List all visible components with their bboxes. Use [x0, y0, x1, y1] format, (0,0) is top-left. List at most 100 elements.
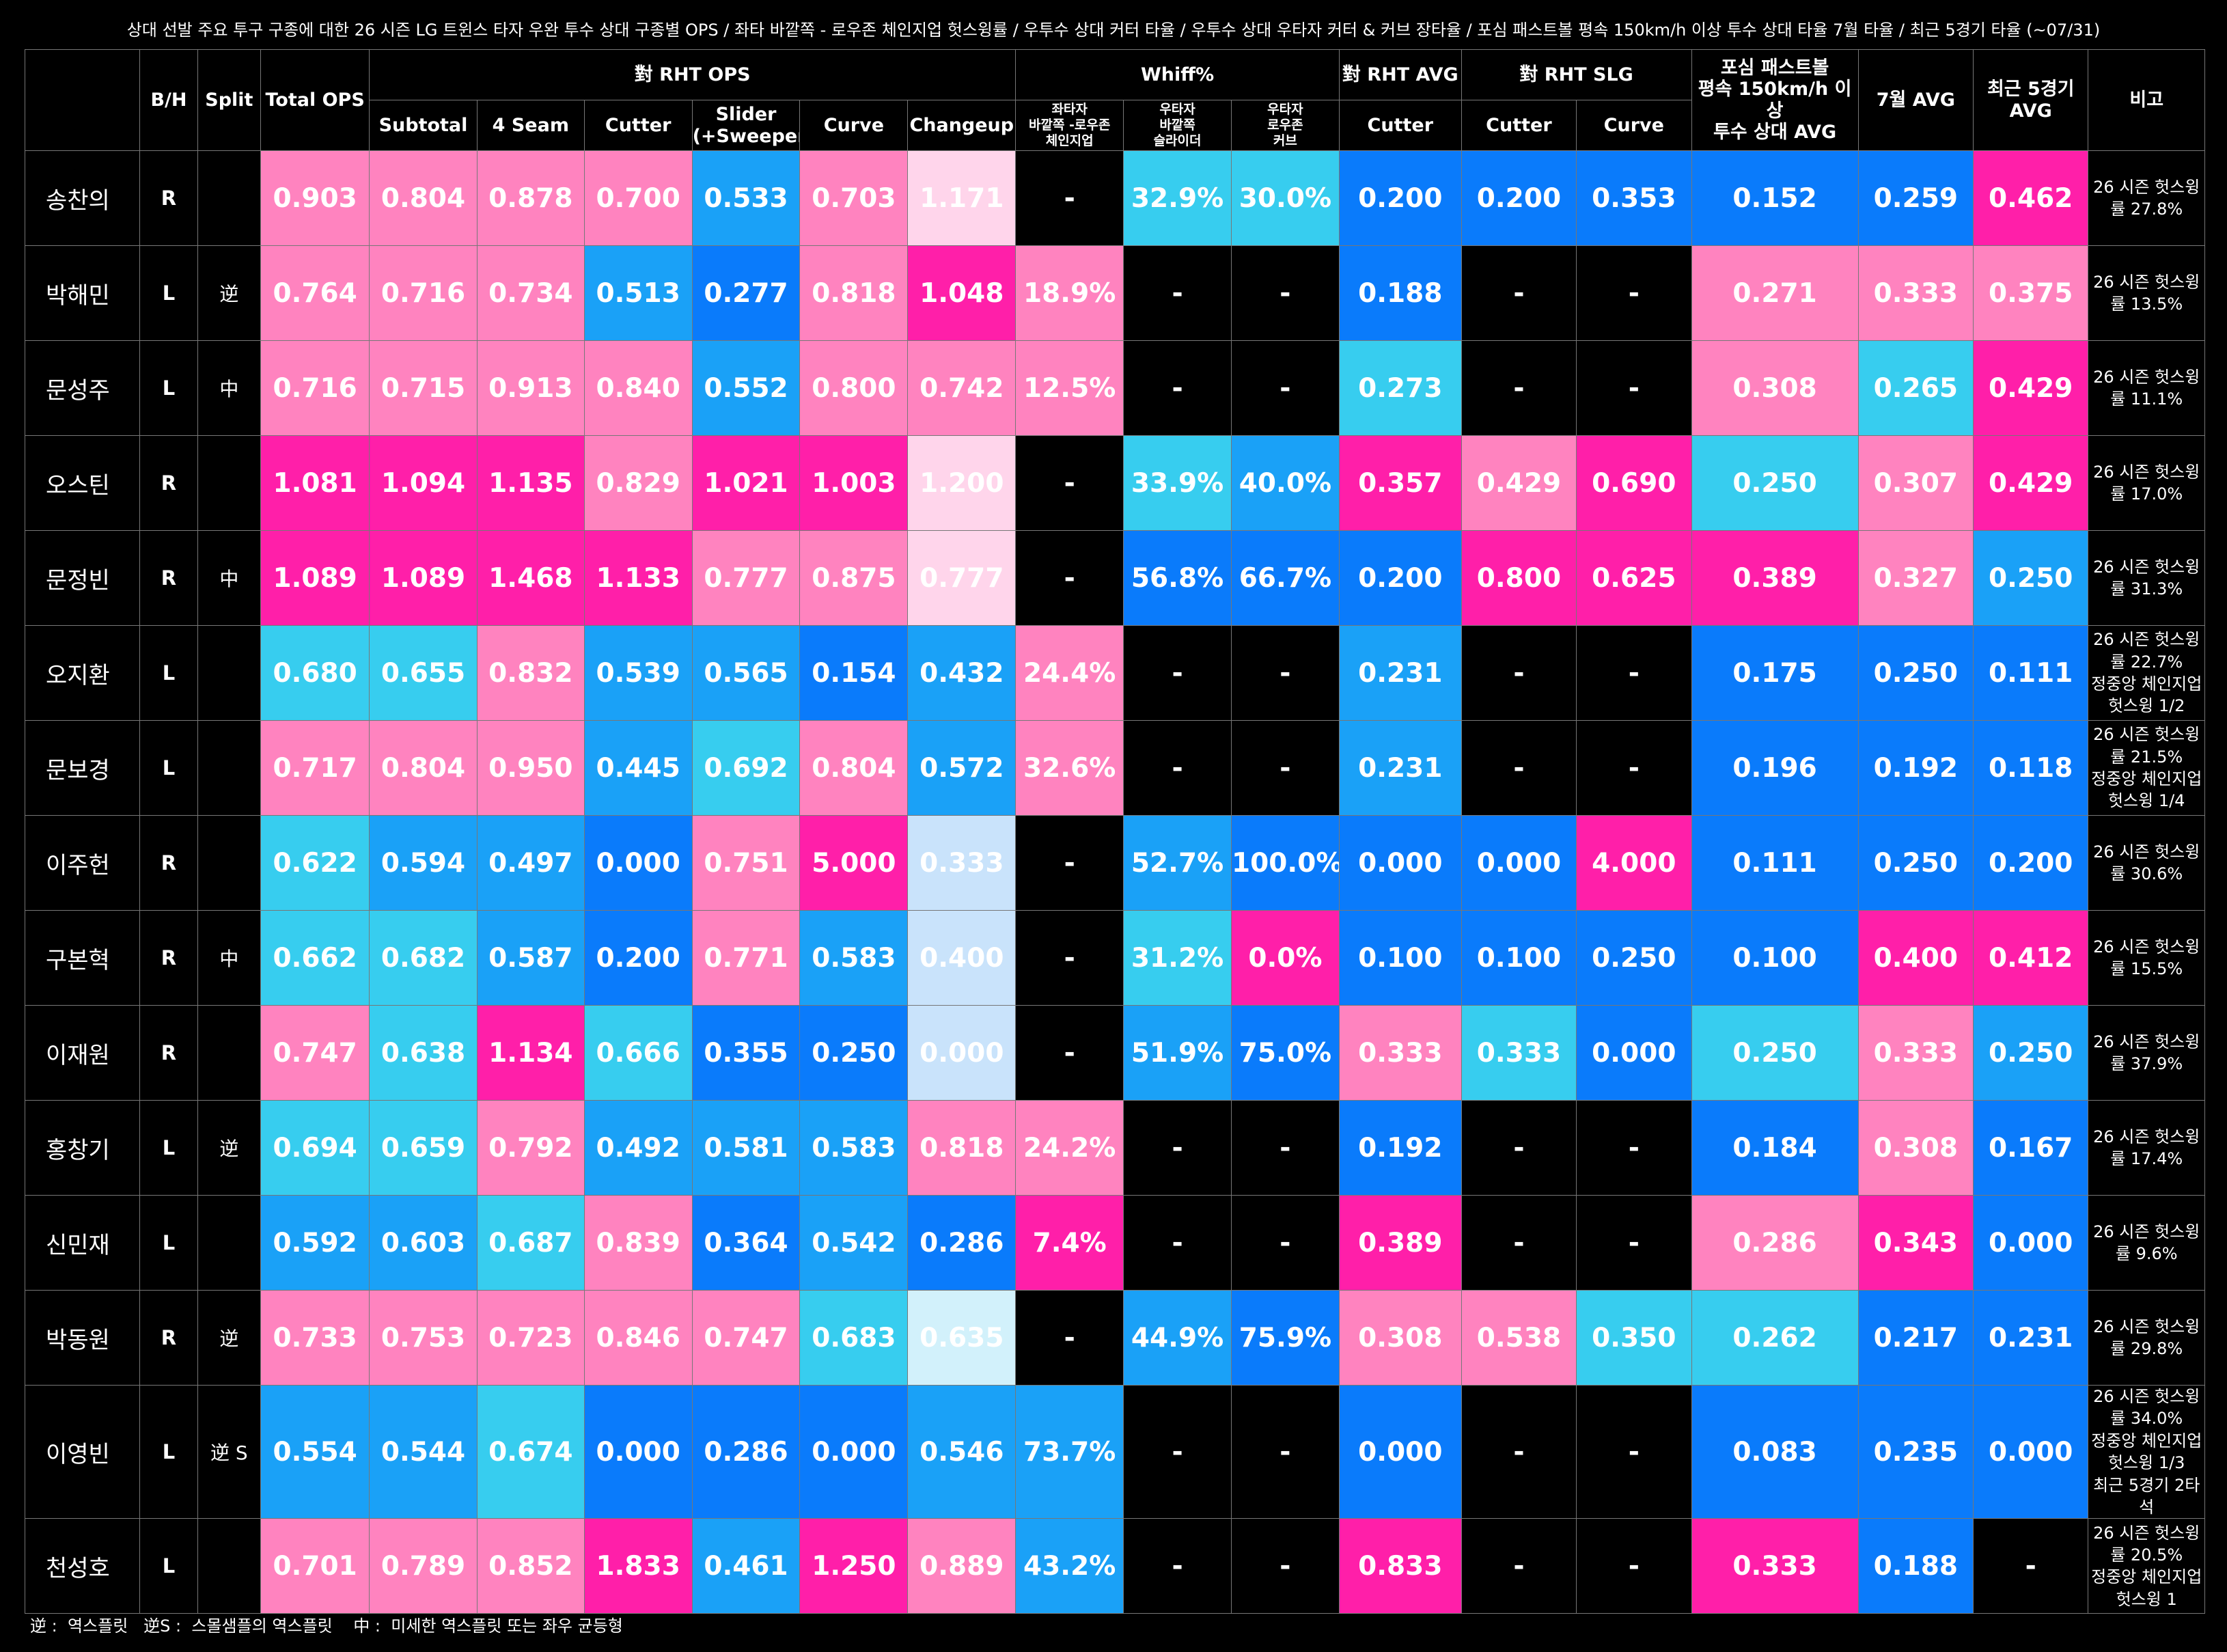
stat-cell: 0.889: [907, 1518, 1016, 1614]
player-name: 천성호: [24, 1518, 141, 1614]
player-name: 박해민: [24, 245, 141, 341]
stat-cell: -: [1461, 720, 1577, 816]
note-cell: 26 시즌 헛스윙률 20.5% 정중앙 체인지업 헛스윙 1: [2088, 1518, 2205, 1614]
stat-cell: -: [1576, 245, 1692, 341]
stat-cell: 0.682: [369, 910, 478, 1006]
stat-cell: 0.308: [1338, 1290, 1462, 1386]
stat-cell: 0.111: [1691, 815, 1859, 911]
stat-cell: 0.747: [691, 1290, 801, 1386]
batting-hand: R: [139, 530, 198, 626]
header-note: 비고: [2088, 49, 2205, 151]
header-split: Split: [197, 49, 262, 151]
stat-cell: 0.308: [1691, 340, 1859, 436]
split-flag: [197, 435, 262, 531]
note-cell: 26 시즌 헛스윙률 27.8%: [2088, 150, 2205, 246]
header-recent-avg: 최근 5경기 AVG: [1973, 49, 2089, 151]
stat-cell: 0.350: [1576, 1290, 1692, 1386]
stat-cell: 0.666: [583, 1005, 693, 1101]
batting-hand: R: [139, 910, 198, 1006]
player-name: 문보경: [24, 720, 141, 816]
header-row-2: Subtotal 4 Seam Cutter Slider (+Sweeper)…: [25, 100, 2205, 151]
stat-cell: 0.0%: [1230, 910, 1340, 1006]
stat-cell: 0.308: [1857, 1100, 1974, 1196]
stat-cell: 0.544: [369, 1384, 478, 1519]
stat-cell: 1.200: [907, 435, 1016, 531]
stat-cell: 0.250: [1857, 815, 1974, 911]
batting-hand: L: [139, 720, 198, 816]
stat-cell: 0.662: [260, 910, 370, 1006]
stat-cell: 0.277: [691, 245, 801, 341]
footnote: 逆 : 역스플릿 逆S : 스몰샘플의 역스플릿 中 : 미세한 역스플릿 또는…: [30, 1616, 623, 1636]
stat-cell: 0.333: [907, 815, 1016, 911]
stat-cell: 4.000: [1576, 815, 1692, 911]
table-row: 신민재 L 0.592 0.603 0.687 0.839 0.364 0.542 0.286 7…: [24, 1195, 2205, 1291]
header-slg-curve: Curve: [1576, 100, 1692, 151]
note-cell: 26 시즌 헛스윙률 31.3%: [2088, 530, 2205, 626]
table-row: 구본혁 R 中 0.662 0.682 0.587 0.200 0.771 0.583 0.400…: [24, 910, 2205, 1006]
table-row: 박동원 R 逆 0.733 0.753 0.723 0.846 0.747 0.683 0.635…: [24, 1290, 2205, 1386]
stat-cell: 0.913: [476, 340, 585, 436]
stat-cell: -: [1230, 720, 1340, 816]
stat-cell: 0.461: [691, 1518, 801, 1614]
stat-cell: 0.723: [476, 1290, 585, 1386]
stat-cell: 0.100: [1691, 910, 1859, 1006]
stat-cell: 0.000: [799, 1384, 909, 1519]
player-name: 이주헌: [24, 815, 141, 911]
stat-cell: 1.250: [799, 1518, 909, 1614]
stat-cell: 0.333: [1691, 1518, 1859, 1614]
split-flag: 逆: [197, 245, 262, 341]
split-flag: 逆 S: [197, 1384, 262, 1519]
stat-cell: 0.111: [1973, 625, 2089, 721]
stat-cell: 0.343: [1857, 1195, 1974, 1291]
stat-cell: 0.200: [1338, 530, 1462, 626]
stat-cell: 52.7%: [1123, 815, 1232, 911]
split-flag: [197, 720, 262, 816]
stat-cell: 0.764: [260, 245, 370, 341]
stat-cell: 0.445: [583, 720, 693, 816]
stat-cell: 32.6%: [1015, 720, 1124, 816]
split-flag: [197, 1518, 262, 1614]
stat-cell: -: [1576, 1518, 1692, 1614]
table-row: 송찬의 R 0.903 0.804 0.878 0.700 0.533 0.703 1.171-…: [24, 150, 2205, 246]
player-name: 오지환: [24, 625, 141, 721]
stat-cell: -: [1576, 340, 1692, 436]
stat-cell: 0.286: [1691, 1195, 1859, 1291]
batting-hand: L: [139, 1100, 198, 1196]
stat-cell: 0.829: [583, 435, 693, 531]
note-cell: 26 시즌 헛스윙률 21.5% 정중앙 체인지업 헛스윙 1/4: [2088, 720, 2205, 816]
stat-cell: 0.355: [691, 1005, 801, 1101]
header-group-slg: 對 RHT SLG: [1461, 49, 1692, 100]
stat-cell: 31.2%: [1123, 910, 1232, 1006]
stat-cell: 0.400: [1857, 910, 1974, 1006]
stat-cell: 0.538: [1461, 1290, 1577, 1386]
player-name: 박동원: [24, 1290, 141, 1386]
note-cell: 26 시즌 헛스윙률 17.0%: [2088, 435, 2205, 531]
table-row: 천성호 L 0.701 0.789 0.852 1.833 0.461 1.250 0.889 4…: [24, 1518, 2205, 1614]
stat-cell: 0.200: [1461, 150, 1577, 246]
stat-cell: 0.638: [369, 1005, 478, 1101]
table-row: 문보경 L 0.717 0.804 0.950 0.445 0.692 0.804 0.572 3…: [24, 720, 2205, 816]
stat-cell: 0.674: [476, 1384, 585, 1519]
note-cell: 26 시즌 헛스윙률 13.5%: [2088, 245, 2205, 341]
stat-cell: 0.188: [1338, 245, 1462, 341]
stat-cell: 0.552: [691, 340, 801, 436]
stat-cell: 0.196: [1691, 720, 1859, 816]
stat-cell: 0.364: [691, 1195, 801, 1291]
stat-cell: 0.792: [476, 1100, 585, 1196]
stat-cell: 0.635: [907, 1290, 1016, 1386]
stat-cell: 0.592: [260, 1195, 370, 1291]
stat-cell: 44.9%: [1123, 1290, 1232, 1386]
header-whiff-r-sl: 우타자 바깥쪽 슬라이더: [1123, 100, 1232, 151]
stat-cell: 0.715: [369, 340, 478, 436]
stat-cell: 0.286: [907, 1195, 1016, 1291]
stat-cell: -: [1015, 435, 1124, 531]
stat-cell: 0.389: [1691, 530, 1859, 626]
stat-cell: 0.250: [1973, 530, 2089, 626]
stat-cell: 0.840: [583, 340, 693, 436]
stat-cell: 0.100: [1338, 910, 1462, 1006]
stat-cell: 0.400: [907, 910, 1016, 1006]
stat-cell: 0.950: [476, 720, 585, 816]
stat-cell: -: [1230, 625, 1340, 721]
batting-hand: L: [139, 245, 198, 341]
stat-cell: 5.000: [799, 815, 909, 911]
